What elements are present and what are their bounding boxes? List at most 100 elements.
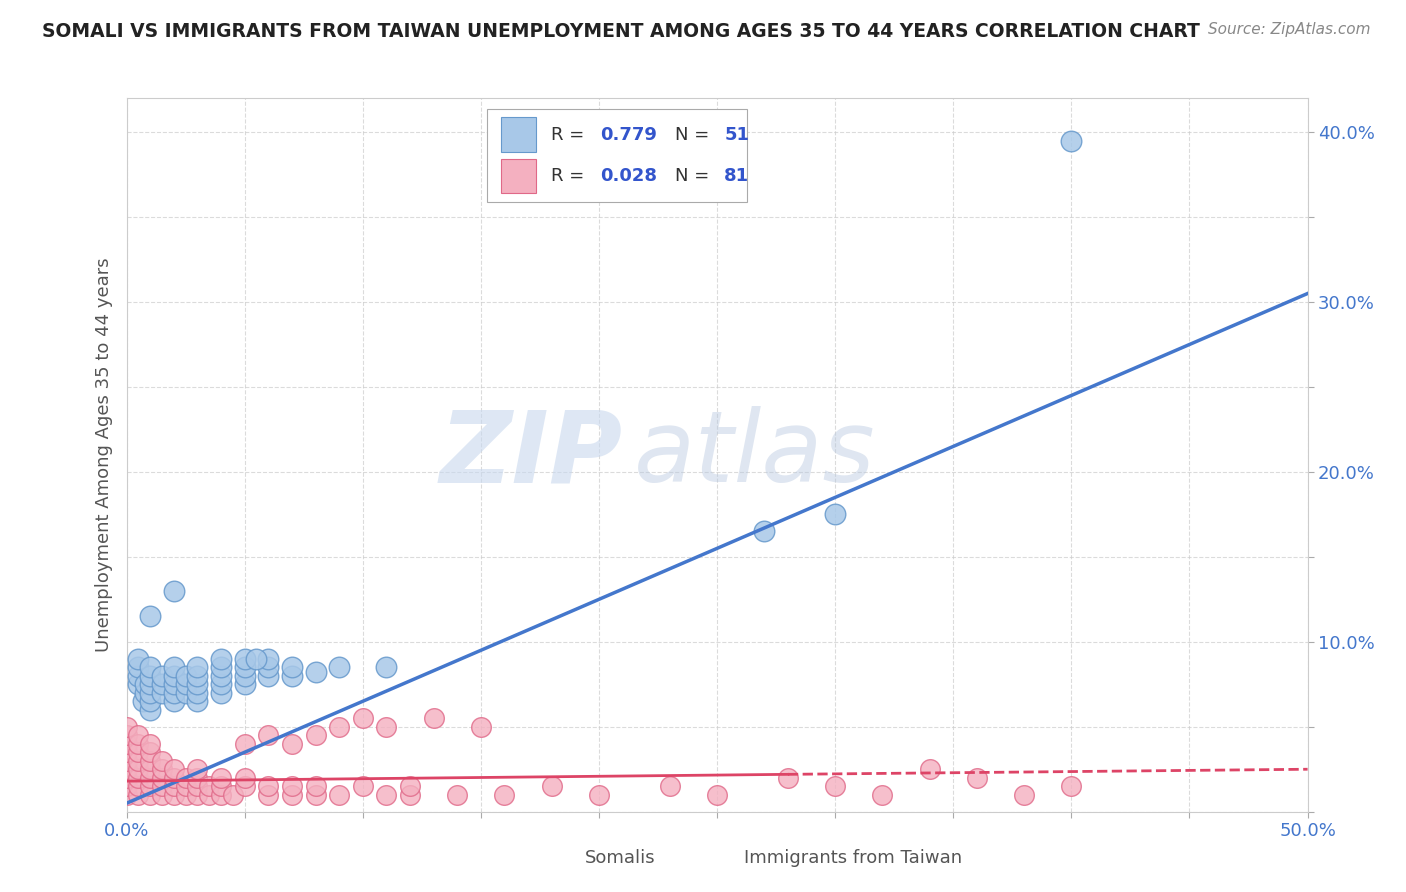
- Point: [150, 677, 173, 691]
- Point: [139, 694, 162, 708]
- Point: [209, 660, 232, 674]
- Point: [163, 677, 186, 691]
- Point: [150, 779, 173, 793]
- Point: [233, 737, 256, 751]
- Point: [127, 737, 149, 751]
- Point: [233, 652, 256, 666]
- Point: [115, 771, 138, 785]
- Point: [352, 711, 374, 725]
- Point: [328, 788, 350, 802]
- Text: R =: R =: [551, 126, 589, 144]
- Point: [186, 694, 208, 708]
- Point: [127, 788, 149, 802]
- Point: [174, 779, 197, 793]
- Point: [174, 677, 197, 691]
- Point: [233, 677, 256, 691]
- Text: ZIP: ZIP: [440, 407, 623, 503]
- Text: 0.779: 0.779: [600, 126, 657, 144]
- Point: [127, 677, 149, 691]
- Bar: [501, 159, 536, 193]
- Point: [163, 583, 186, 598]
- Point: [139, 788, 162, 802]
- Point: [115, 745, 138, 759]
- Point: [375, 720, 398, 734]
- Point: [150, 669, 173, 683]
- Point: [139, 745, 162, 759]
- Point: [198, 779, 221, 793]
- Point: [328, 660, 350, 674]
- Point: [209, 788, 232, 802]
- Point: [304, 779, 326, 793]
- Point: [209, 652, 232, 666]
- Point: [470, 720, 492, 734]
- Point: [115, 762, 138, 776]
- Point: [150, 754, 173, 768]
- Point: [127, 728, 149, 742]
- Text: N =: N =: [675, 167, 714, 185]
- Point: [139, 779, 162, 793]
- Point: [139, 703, 162, 717]
- Point: [446, 788, 468, 802]
- Point: [209, 779, 232, 793]
- FancyBboxPatch shape: [486, 109, 747, 202]
- Point: [163, 694, 186, 708]
- Point: [281, 788, 304, 802]
- Text: Immigrants from Taiwan: Immigrants from Taiwan: [744, 849, 962, 867]
- Point: [375, 660, 398, 674]
- Point: [257, 669, 280, 683]
- Point: [375, 788, 398, 802]
- Point: [281, 660, 304, 674]
- Point: [352, 779, 374, 793]
- Point: [257, 660, 280, 674]
- Point: [174, 686, 197, 700]
- Point: [281, 737, 304, 751]
- Point: [754, 524, 776, 539]
- Point: [304, 788, 326, 802]
- Point: [163, 660, 186, 674]
- Point: [127, 762, 149, 776]
- Point: [163, 771, 186, 785]
- Text: 81: 81: [724, 167, 749, 185]
- Point: [233, 771, 256, 785]
- Point: [257, 728, 280, 742]
- Text: 51: 51: [724, 126, 749, 144]
- Point: [139, 660, 162, 674]
- Point: [186, 788, 208, 802]
- Point: [139, 771, 162, 785]
- Point: [422, 711, 444, 725]
- Point: [399, 788, 422, 802]
- Point: [163, 686, 186, 700]
- Point: [824, 508, 846, 522]
- Text: Somalis: Somalis: [585, 849, 655, 867]
- Bar: [711, 847, 737, 871]
- Point: [209, 771, 232, 785]
- Y-axis label: Unemployment Among Ages 35 to 44 years: Unemployment Among Ages 35 to 44 years: [94, 258, 112, 652]
- Point: [257, 652, 280, 666]
- Point: [163, 779, 186, 793]
- Point: [115, 754, 138, 768]
- Point: [1060, 134, 1083, 148]
- Point: [150, 788, 173, 802]
- Point: [540, 779, 562, 793]
- Point: [304, 728, 326, 742]
- Point: [209, 686, 232, 700]
- Point: [139, 677, 162, 691]
- Point: [139, 609, 162, 624]
- Point: [209, 669, 232, 683]
- Point: [872, 788, 894, 802]
- Point: [139, 686, 162, 700]
- Point: [134, 677, 156, 691]
- Point: [328, 720, 350, 734]
- Point: [257, 788, 280, 802]
- Point: [127, 745, 149, 759]
- Point: [150, 771, 173, 785]
- Point: [186, 660, 208, 674]
- Text: atlas: atlas: [634, 407, 876, 503]
- Point: [233, 660, 256, 674]
- Text: Source: ZipAtlas.com: Source: ZipAtlas.com: [1208, 22, 1371, 37]
- Point: [127, 652, 149, 666]
- Point: [163, 669, 186, 683]
- Point: [139, 669, 162, 683]
- Point: [115, 779, 138, 793]
- Point: [186, 771, 208, 785]
